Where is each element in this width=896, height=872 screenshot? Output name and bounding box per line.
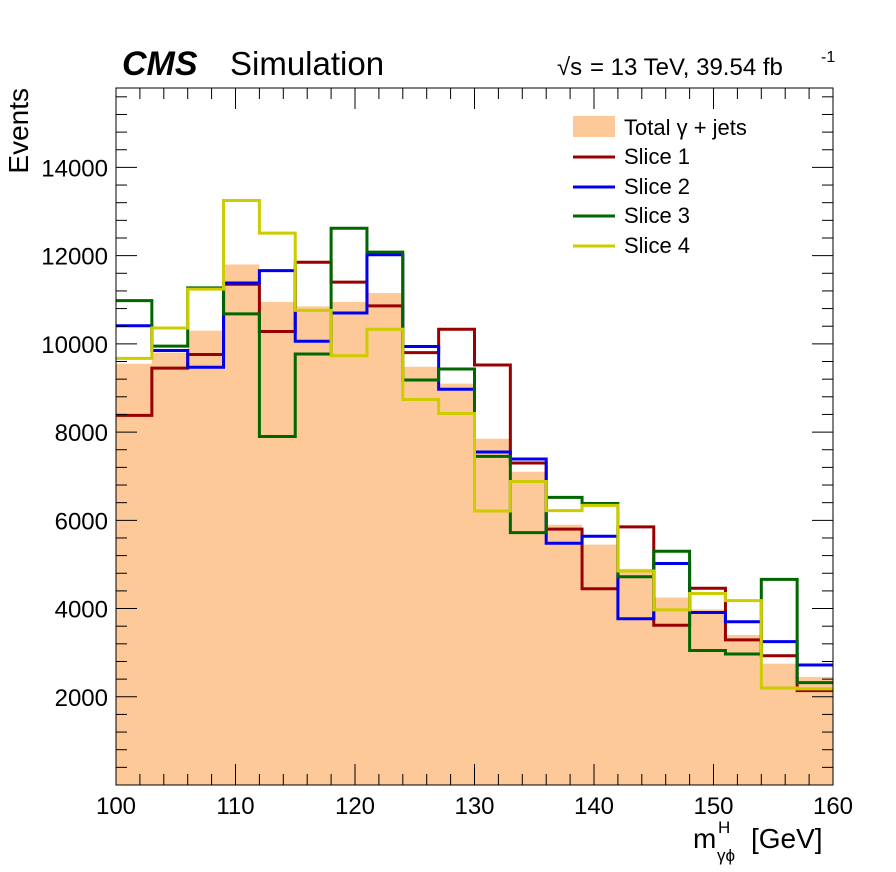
y-tick-label: 10000 [41, 332, 108, 359]
y-tick-label: 8000 [55, 420, 108, 447]
x-tick-label: 150 [693, 793, 733, 820]
legend: Total γ + jets Slice 1 Slice 2 Slice 3 S… [573, 115, 747, 258]
x-tick-label: 160 [813, 793, 853, 820]
legend-label-slice-2: Slice 2 [624, 174, 690, 199]
x-axis-title-unit: [GeV] [751, 823, 823, 854]
x-axis-title-superscript: H [718, 818, 730, 837]
legend-label-slice-3: Slice 3 [624, 203, 690, 228]
x-tick-label: 100 [96, 793, 136, 820]
legend-label-slice-1: Slice 1 [624, 144, 690, 169]
lumi-exponent: -1 [821, 49, 835, 66]
y-tick-label: 2000 [55, 685, 108, 712]
slice-4-histogram-line [116, 198, 833, 691]
tick-layer [115, 88, 834, 785]
y-axis-title: Events [3, 88, 34, 174]
energy-lumi-label: = 13 TeV, 39.54 fb [590, 54, 783, 81]
sqrt-s-label: √s [557, 54, 582, 81]
y-tick-label: 6000 [55, 508, 108, 535]
x-axis-title-subscript: γϕ [717, 846, 735, 865]
x-tick-label: 140 [574, 793, 614, 820]
x-tick-label: 130 [454, 793, 494, 820]
cms-label: CMS [122, 45, 198, 83]
series-layer [116, 198, 833, 693]
legend-label-slice-4: Slice 4 [624, 233, 690, 258]
x-axis-title-base: m [693, 823, 716, 854]
simulation-label: Simulation [230, 45, 384, 82]
x-tick-label: 110 [216, 793, 254, 820]
legend-swatch-total [573, 116, 615, 137]
tick-label-layer: 100 110 120 130 140 150 160 2000 4000 6000 8000 100… [41, 155, 853, 820]
x-tick-label: 120 [335, 793, 375, 820]
legend-label-total: Total γ + jets [624, 115, 747, 140]
y-tick-label: 14000 [41, 155, 108, 182]
y-tick-label: 12000 [41, 244, 108, 271]
y-tick-label: 4000 [55, 597, 108, 624]
